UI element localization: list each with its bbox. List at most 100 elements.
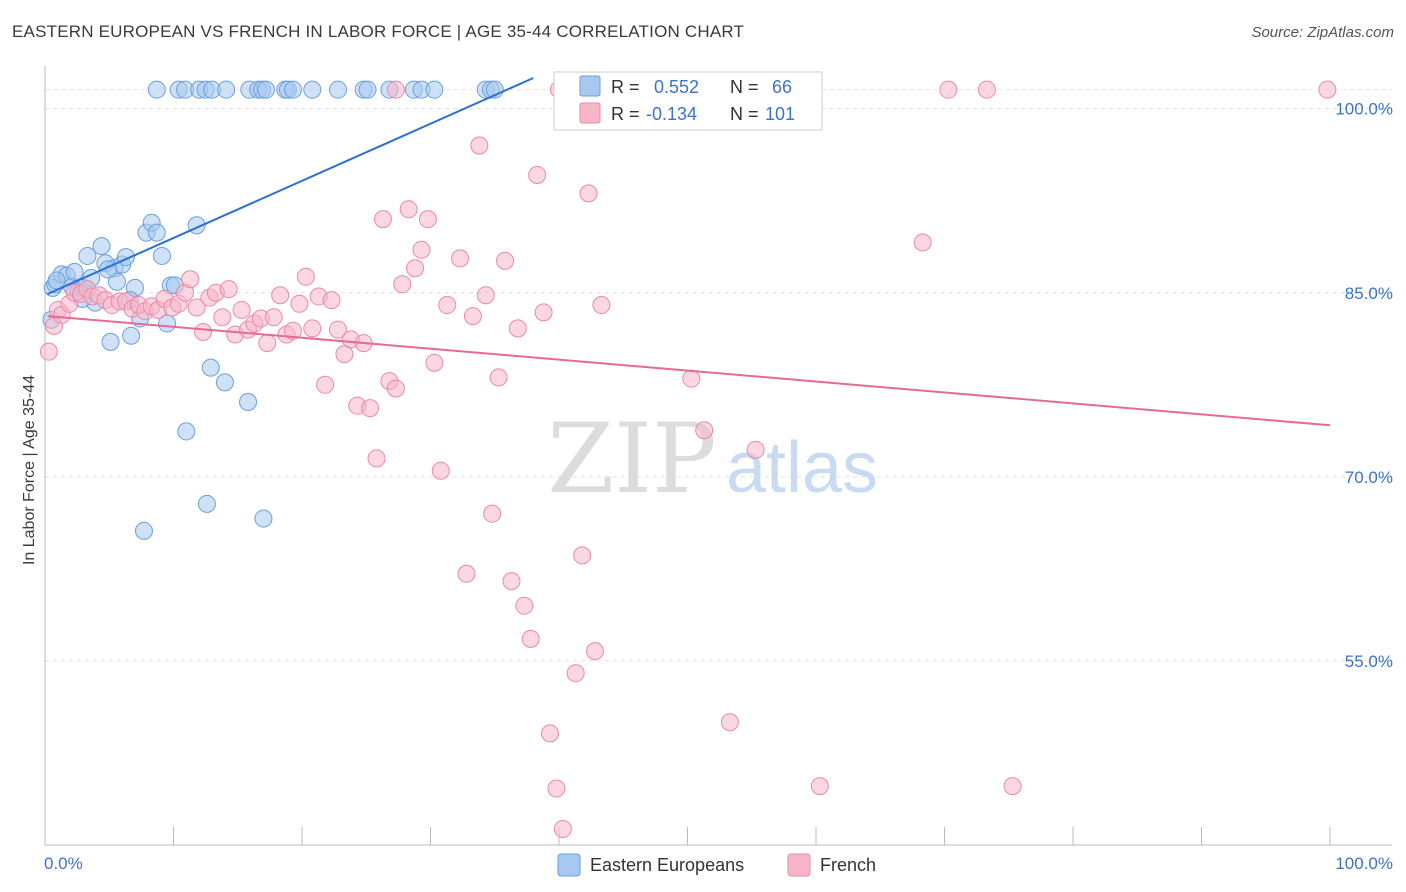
point-eastern-european — [217, 80, 236, 99]
point-french — [194, 323, 213, 342]
point-french — [386, 80, 405, 99]
point-french — [213, 308, 232, 327]
point-french — [406, 259, 425, 278]
point-french — [232, 300, 251, 319]
legend-label-french: French — [820, 855, 876, 875]
chart-title: EASTERN EUROPEAN VS FRENCH IN LABOR FORC… — [12, 22, 745, 41]
series-legend: Eastern Europeans French — [557, 853, 876, 877]
stats-n-label: N = — [730, 104, 759, 124]
point-french — [476, 286, 495, 305]
point-french — [399, 200, 418, 219]
y-tick-label: 100.0% — [1335, 100, 1393, 119]
point-french — [303, 319, 322, 338]
point-french — [393, 275, 412, 294]
tick-labels: 55.0% 70.0% 85.0% 100.0% 0.0% 100.0% — [44, 100, 1393, 873]
point-french — [322, 291, 341, 310]
y-axis-label: In Labor Force | Age 35-44 — [21, 374, 38, 566]
stats-n-label: N = — [730, 77, 759, 97]
legend-label-eastern: Eastern Europeans — [590, 855, 744, 875]
legend-swatch-french — [787, 853, 811, 877]
watermark-atlas: atlas — [726, 428, 878, 508]
point-french — [258, 334, 277, 353]
y-tick-label: 55.0% — [1345, 652, 1393, 671]
y-tick-label: 70.0% — [1345, 468, 1393, 487]
point-french — [810, 777, 829, 796]
point-eastern-european — [78, 246, 97, 265]
point-french — [219, 280, 238, 299]
point-french — [463, 307, 482, 326]
point-french — [328, 320, 347, 339]
point-french — [573, 546, 592, 565]
point-french — [457, 564, 476, 583]
stats-n-value: 101 — [765, 104, 795, 124]
point-french — [939, 80, 958, 99]
point-french — [296, 267, 315, 286]
stats-n-value: 66 — [772, 77, 792, 97]
point-french — [451, 249, 470, 268]
point-eastern-european — [284, 80, 303, 99]
stats-swatch-french — [579, 102, 601, 124]
point-eastern-european — [197, 494, 216, 513]
point-french — [39, 342, 58, 361]
point-french — [746, 440, 765, 459]
point-french — [489, 368, 508, 387]
point-eastern-european — [328, 80, 347, 99]
point-eastern-european — [158, 314, 177, 333]
data-points — [39, 80, 1337, 839]
point-french — [913, 233, 932, 252]
point-eastern-european — [303, 80, 322, 99]
stats-r-value: 0.552 — [654, 77, 699, 97]
x-tick-label: 100.0% — [1335, 854, 1393, 873]
point-eastern-european — [101, 332, 120, 351]
point-french — [386, 379, 405, 398]
point-french — [695, 421, 714, 440]
stats-r-label: R = — [611, 77, 640, 97]
watermark: ZIP atlas — [547, 403, 878, 515]
legend-swatch-eastern — [557, 853, 581, 877]
point-french — [592, 296, 611, 315]
point-french — [187, 298, 206, 317]
grid-lines — [45, 89, 1392, 662]
point-eastern-european — [177, 422, 196, 441]
point-french — [271, 286, 290, 305]
trend-lines — [47, 77, 1331, 427]
point-french — [566, 664, 585, 683]
point-french — [284, 321, 303, 340]
axes — [44, 66, 1392, 846]
point-french — [264, 308, 283, 327]
stats-legend: R = 0.552 N = 66 R = -0.134 N = 101 — [553, 71, 823, 131]
point-french — [361, 399, 380, 418]
point-french — [977, 80, 996, 99]
point-french — [431, 461, 450, 480]
point-french — [367, 449, 386, 468]
point-french — [534, 303, 553, 322]
point-french — [547, 779, 566, 798]
point-eastern-european — [257, 80, 276, 99]
point-eastern-european — [107, 272, 126, 291]
point-french — [508, 319, 527, 338]
point-eastern-european — [425, 80, 444, 99]
point-eastern-european — [358, 80, 377, 99]
point-eastern-european — [147, 223, 166, 242]
point-french — [496, 251, 515, 270]
point-french — [412, 240, 431, 259]
point-french — [1318, 80, 1337, 99]
point-eastern-european — [239, 392, 258, 411]
point-french — [521, 629, 540, 648]
point-french — [1003, 777, 1022, 796]
point-french — [181, 270, 200, 289]
point-eastern-european — [134, 521, 153, 540]
point-eastern-european — [254, 509, 273, 528]
stats-r-label: R = — [611, 104, 640, 124]
point-french — [483, 504, 502, 523]
point-french — [425, 353, 444, 372]
point-french — [470, 136, 489, 155]
point-eastern-european — [92, 237, 111, 256]
point-french — [502, 572, 521, 591]
point-eastern-european — [215, 373, 234, 392]
point-eastern-european — [152, 246, 171, 265]
point-french — [515, 596, 534, 615]
point-french — [528, 165, 547, 184]
x-tick-label: 0.0% — [44, 854, 83, 873]
